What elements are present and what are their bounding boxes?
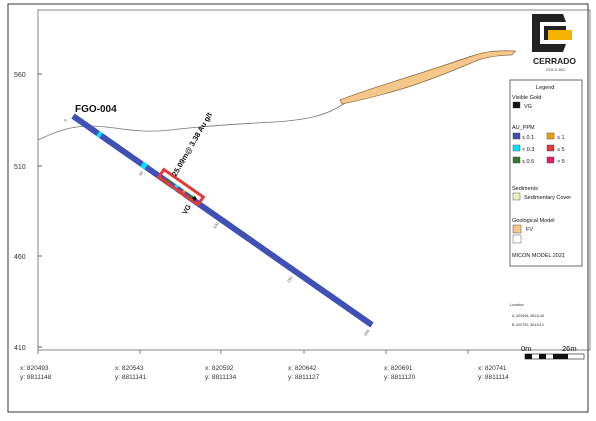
legend: Legend Visible Gold VG AU_PPM ≤ 0.1 ≤ 1 … <box>509 79 583 267</box>
y-tick-label: 510 <box>14 164 26 171</box>
y-coord-label: y: 8811127 <box>288 374 320 381</box>
x-tick-label: x: 820691 <box>384 365 413 372</box>
intercept-highlight <box>156 167 206 207</box>
legend-label: VG <box>524 104 532 110</box>
y-tick-label: 410 <box>14 345 26 352</box>
depth-label: 200 <box>363 328 371 337</box>
y-coord-label: y: 8811120 <box>384 374 416 381</box>
x-axis-labels: x: 820493 y: 8811148 x: 820543 y: 881114… <box>20 365 509 381</box>
legend-swatch <box>512 144 521 152</box>
y-coord-label: y: 8811134 <box>205 374 237 381</box>
y-axis: 560 510 460 410 <box>14 72 42 352</box>
section-plot-frame <box>37 9 591 351</box>
location-title: Location <box>510 303 524 307</box>
drillhole-name: FGO-004 <box>75 104 117 115</box>
location-line: A: 820496, 8811148 <box>512 314 544 318</box>
y-coord-label: y: 8811141 <box>115 374 147 381</box>
scale-left-label: 0m <box>521 344 531 353</box>
legend-swatch <box>512 192 521 201</box>
x-tick-label: x: 820543 <box>115 365 144 372</box>
model-note: MICON MODEL 2021 <box>512 253 565 259</box>
location-inset: Location A: 820496, 8811148 B: 820752, 8… <box>510 303 544 327</box>
depth-label: 100 <box>212 221 220 230</box>
y-coord-label: y: 8811148 <box>20 374 52 381</box>
depth-label: 150 <box>286 275 294 284</box>
legend-section-title: Geological Model <box>512 218 555 224</box>
depth-label: 50 <box>138 169 145 176</box>
y-tick-label: 460 <box>14 254 26 261</box>
legend-label: < 0.3 <box>522 147 534 153</box>
visible-gold-marker <box>192 196 197 201</box>
scale-right-label: 26m <box>562 344 577 353</box>
legend-swatch <box>512 224 522 234</box>
legend-swatch-empty <box>512 234 522 244</box>
logo-name: CERRADO <box>533 56 576 66</box>
legend-box <box>509 79 583 267</box>
intercept-annotation: 25.09m@ 3.38 Au g/t <box>170 110 214 178</box>
legend-label: ≤ 5 <box>557 147 565 153</box>
legend-label: ≤ 0.5 <box>522 159 534 165</box>
legend-swatch <box>512 156 521 164</box>
cerrado-logo: CERRADO GOLD INC <box>532 14 576 72</box>
x-tick-label: x: 820592 <box>205 365 234 372</box>
legend-section-title: AU_PPM <box>512 125 535 131</box>
legend-swatch <box>512 101 521 109</box>
topography-line <box>37 51 517 141</box>
logo-sub: GOLD INC <box>546 67 565 72</box>
depth-label: 0 <box>63 117 69 122</box>
legend-label: FV <box>526 227 533 233</box>
x-axis <box>37 350 469 354</box>
legend-label: Sedimentary Cover <box>524 195 571 201</box>
legend-label: > 5 <box>557 159 565 165</box>
fv-geological-unit <box>339 50 516 105</box>
depth-labels: 0 50 100 150 200 <box>63 117 371 336</box>
legend-label: ≤ 1 <box>557 135 565 141</box>
location-line: B: 820752, 8811113 <box>512 323 544 327</box>
vg-tag: VG <box>182 203 193 216</box>
drillhole-trace <box>71 113 374 328</box>
x-tick-label: x: 820493 <box>20 365 49 372</box>
legend-swatch <box>546 156 555 164</box>
legend-label: ≤ 0.1 <box>522 135 534 141</box>
legend-title: Legend <box>536 85 554 91</box>
y-coord-label: y: 8811114 <box>478 374 509 381</box>
legend-swatch <box>546 144 555 152</box>
legend-swatch <box>546 132 555 140</box>
x-tick-label: x: 820741 <box>478 365 507 372</box>
legend-section-title: Sediments <box>512 186 538 192</box>
scale-bar: 0m 26m <box>521 344 585 360</box>
legend-section-title: Visible Gold <box>512 95 541 101</box>
x-tick-label: x: 820642 <box>288 365 317 372</box>
figure-border <box>7 3 589 413</box>
y-tick-label: 560 <box>14 72 26 79</box>
legend-swatch <box>512 132 521 140</box>
